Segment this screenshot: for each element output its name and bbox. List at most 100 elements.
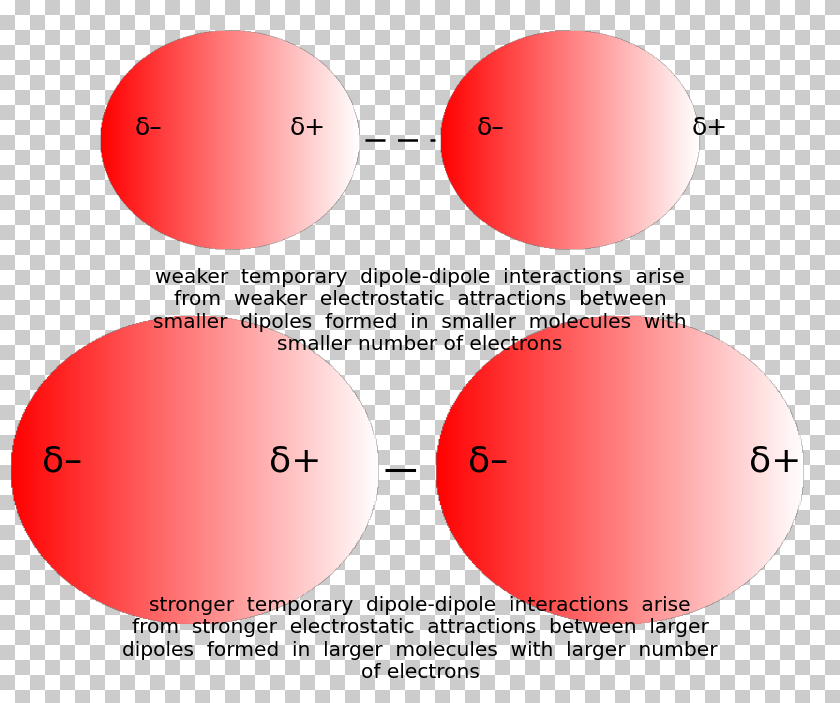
Bar: [150, 30, 165, 45]
Bar: [210, 600, 225, 615]
Bar: [585, 555, 600, 570]
Bar: [630, 690, 645, 703]
Bar: [585, 300, 600, 315]
Bar: [255, 195, 270, 210]
Bar: [420, 510, 435, 525]
Bar: [435, 255, 450, 270]
Bar: [495, 585, 510, 600]
Bar: [285, 690, 300, 703]
Bar: [405, 420, 420, 435]
Bar: [465, 360, 480, 375]
Bar: [135, 270, 150, 285]
Bar: [150, 525, 165, 540]
Bar: [270, 195, 285, 210]
Bar: [345, 135, 360, 150]
Bar: [555, 195, 570, 210]
Bar: [315, 75, 330, 90]
Bar: [555, 210, 570, 225]
Bar: [480, 180, 495, 195]
Bar: [15, 195, 30, 210]
Bar: [705, 240, 720, 255]
Bar: [405, 675, 420, 690]
Bar: [435, 630, 450, 645]
Bar: [180, 465, 195, 480]
Bar: [120, 375, 135, 390]
Bar: [330, 630, 345, 645]
Bar: [345, 480, 360, 495]
Bar: [255, 0, 270, 15]
Bar: [465, 120, 480, 135]
Bar: [240, 570, 255, 585]
Bar: [195, 345, 210, 360]
Bar: [345, 615, 360, 630]
Bar: [465, 690, 480, 703]
Bar: [165, 135, 180, 150]
Bar: [480, 165, 495, 180]
Bar: [540, 660, 555, 675]
Bar: [765, 555, 780, 570]
Bar: [825, 135, 840, 150]
Bar: [30, 675, 45, 690]
Bar: [0, 690, 15, 703]
Bar: [570, 0, 585, 15]
Bar: [225, 75, 240, 90]
Bar: [630, 240, 645, 255]
Bar: [585, 225, 600, 240]
Bar: [795, 90, 810, 105]
Bar: [210, 390, 225, 405]
Bar: [555, 45, 570, 60]
Bar: [600, 405, 615, 420]
Bar: [660, 435, 675, 450]
Bar: [675, 210, 690, 225]
Bar: [750, 135, 765, 150]
Bar: [630, 210, 645, 225]
Bar: [270, 420, 285, 435]
Bar: [420, 0, 435, 15]
Bar: [300, 645, 315, 660]
Text: δ+: δ+: [269, 445, 321, 479]
Bar: [525, 675, 540, 690]
Bar: [780, 15, 795, 30]
Bar: [750, 585, 765, 600]
Bar: [645, 270, 660, 285]
Bar: [525, 0, 540, 15]
Bar: [480, 450, 495, 465]
Bar: [615, 150, 630, 165]
Bar: [600, 480, 615, 495]
Bar: [825, 345, 840, 360]
Bar: [435, 30, 450, 45]
Bar: [645, 135, 660, 150]
Bar: [420, 45, 435, 60]
Bar: [135, 210, 150, 225]
Bar: [180, 45, 195, 60]
Bar: [480, 585, 495, 600]
Bar: [330, 90, 345, 105]
Text: δ+: δ+: [748, 445, 801, 479]
Bar: [675, 405, 690, 420]
Bar: [345, 630, 360, 645]
Bar: [0, 435, 15, 450]
Bar: [570, 210, 585, 225]
Bar: [195, 150, 210, 165]
Bar: [150, 120, 165, 135]
Bar: [780, 165, 795, 180]
Bar: [540, 630, 555, 645]
Bar: [135, 60, 150, 75]
Bar: [210, 645, 225, 660]
Bar: [630, 615, 645, 630]
Bar: [675, 330, 690, 345]
Bar: [180, 315, 195, 330]
Bar: [420, 450, 435, 465]
Bar: [315, 600, 330, 615]
Bar: [630, 600, 645, 615]
Bar: [720, 45, 735, 60]
Bar: [780, 180, 795, 195]
Bar: [480, 345, 495, 360]
Bar: [780, 270, 795, 285]
Bar: [495, 555, 510, 570]
Bar: [825, 540, 840, 555]
Bar: [60, 420, 75, 435]
Bar: [585, 645, 600, 660]
Bar: [210, 165, 225, 180]
Bar: [165, 435, 180, 450]
